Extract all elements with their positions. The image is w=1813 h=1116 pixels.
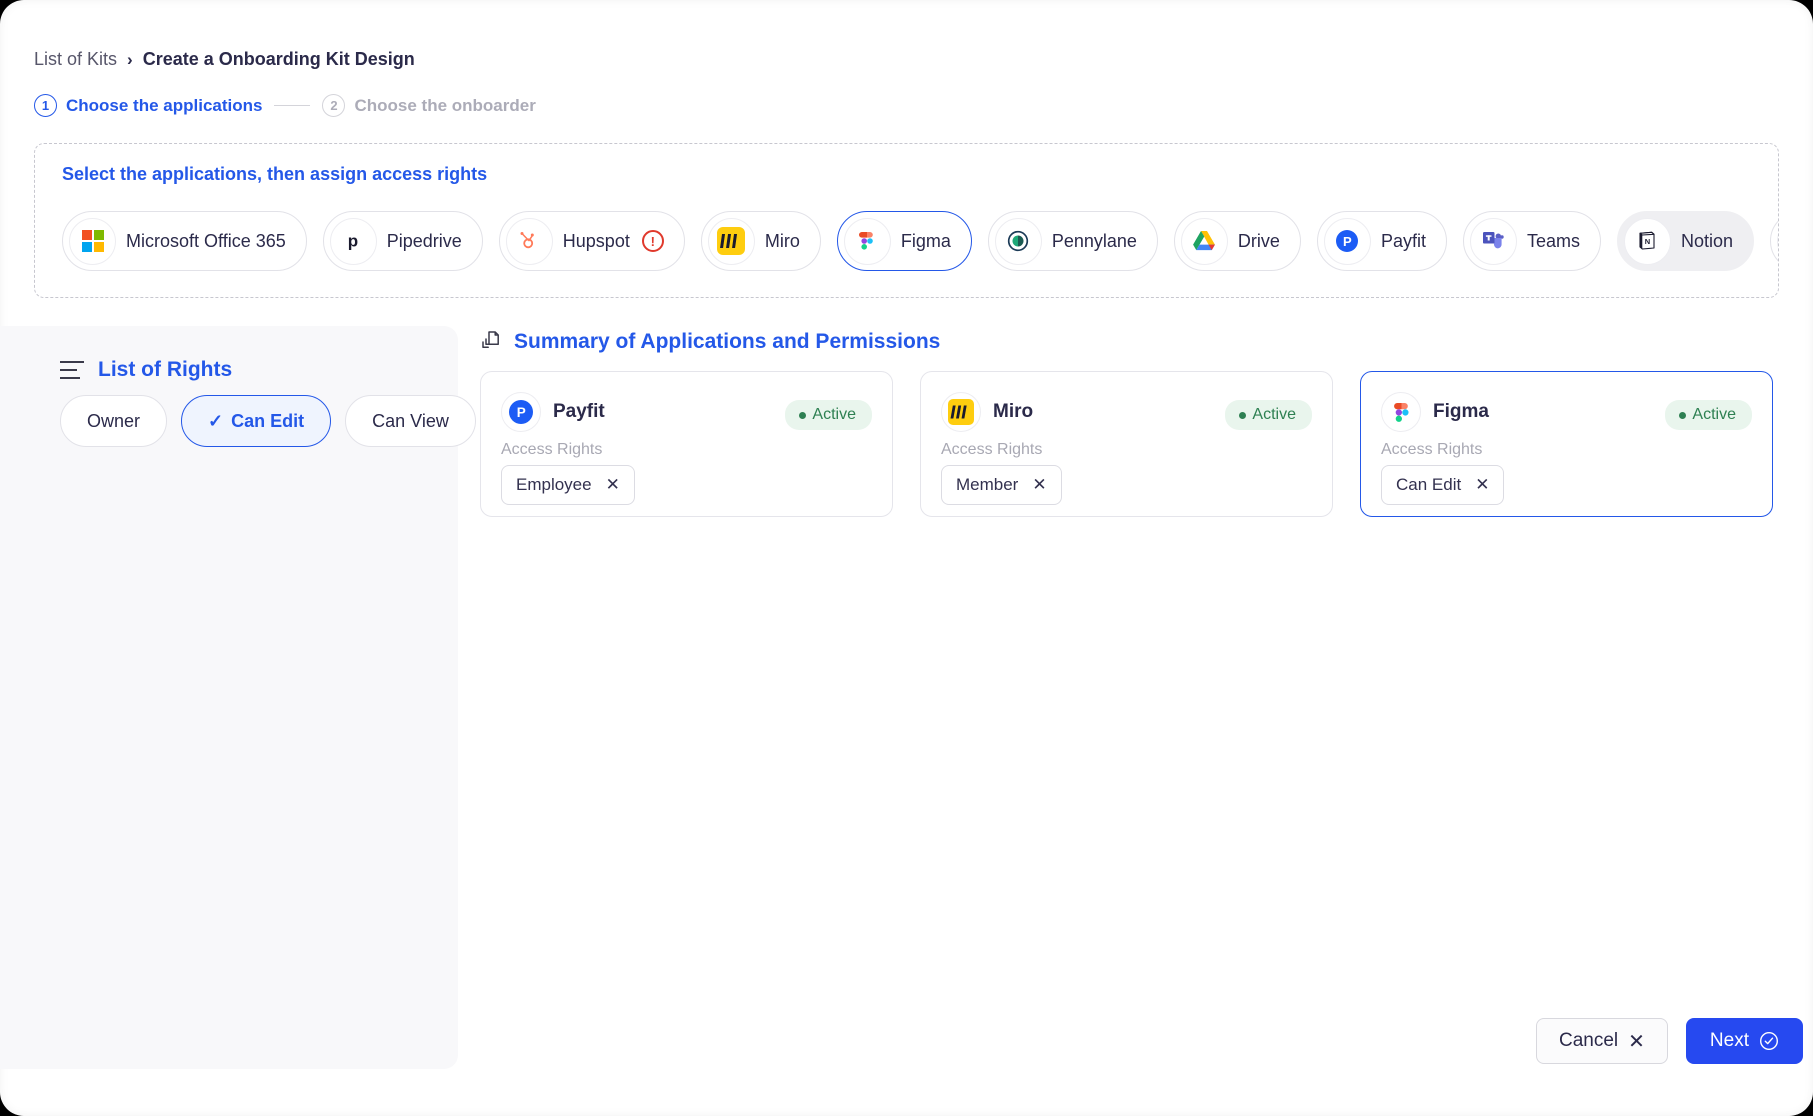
svg-text:p: p	[348, 232, 358, 251]
svg-text:P: P	[1343, 234, 1352, 249]
svg-text:P: P	[517, 405, 526, 420]
svg-text:N: N	[1645, 237, 1650, 246]
